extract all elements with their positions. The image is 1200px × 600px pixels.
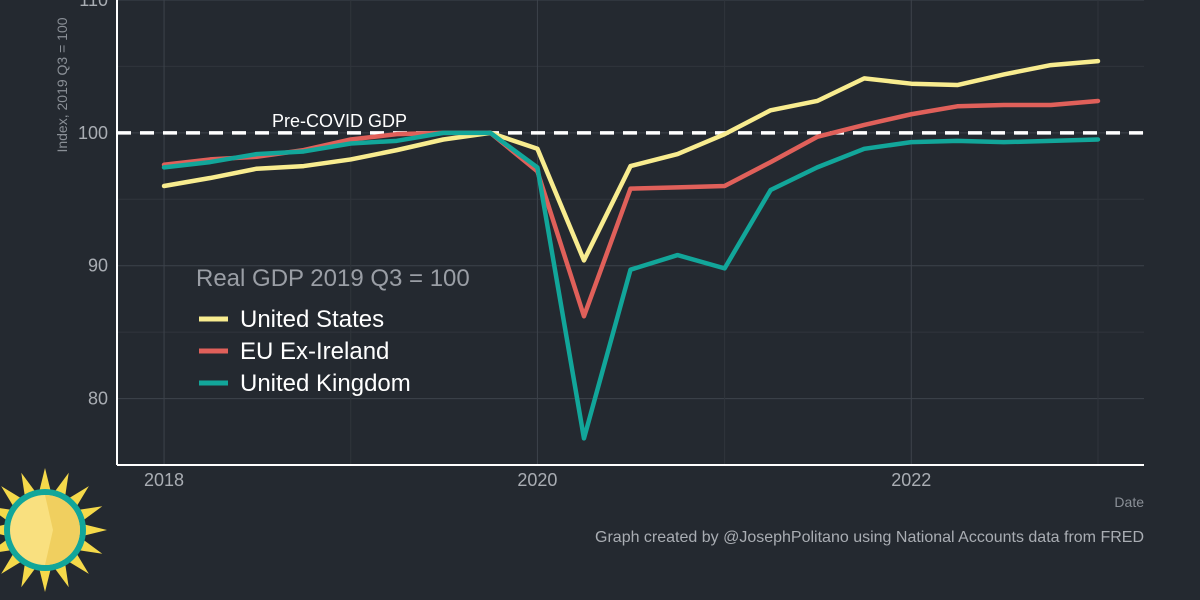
y-tick-label: 80 [88,389,108,409]
x-tick-label: 2018 [144,470,184,490]
series-line-united-kingdom [161,130,1101,441]
reference-line-label: Pre-COVID GDP [272,111,407,131]
y-axis-title: Index, 2019 Q3 = 100 [54,17,70,152]
legend: Real GDP 2019 Q3 = 100 United States EU E… [196,265,470,397]
x-axis-title: Date [1114,494,1144,510]
y-tick-label: 100 [78,123,108,143]
legend-title: Real GDP 2019 Q3 = 100 [196,265,470,292]
sun-ray [38,567,52,592]
x-tick-label: 2020 [517,470,557,490]
series-lines [161,58,1101,441]
legend-label: EU Ex-Ireland [240,338,389,365]
caption: Graph created by @JosephPolitano using N… [595,529,1144,546]
axes [116,0,1144,466]
sun-logo-shade [45,495,80,565]
x-tick-label: 2022 [891,470,931,490]
sun-logo-icon [0,468,107,592]
sun-ray [38,468,52,493]
series-line-united-states [161,58,1101,263]
tick-labels: 80 90 100 110 2018 2020 2022 [78,0,931,490]
legend-label: United States [240,306,384,333]
y-tick-label: 90 [88,256,108,276]
reference-line-group: Pre-COVID GDP [117,111,1144,135]
sun-ray [82,523,107,537]
y-tick-label: 110 [79,0,108,10]
legend-label: United Kingdom [240,370,411,397]
